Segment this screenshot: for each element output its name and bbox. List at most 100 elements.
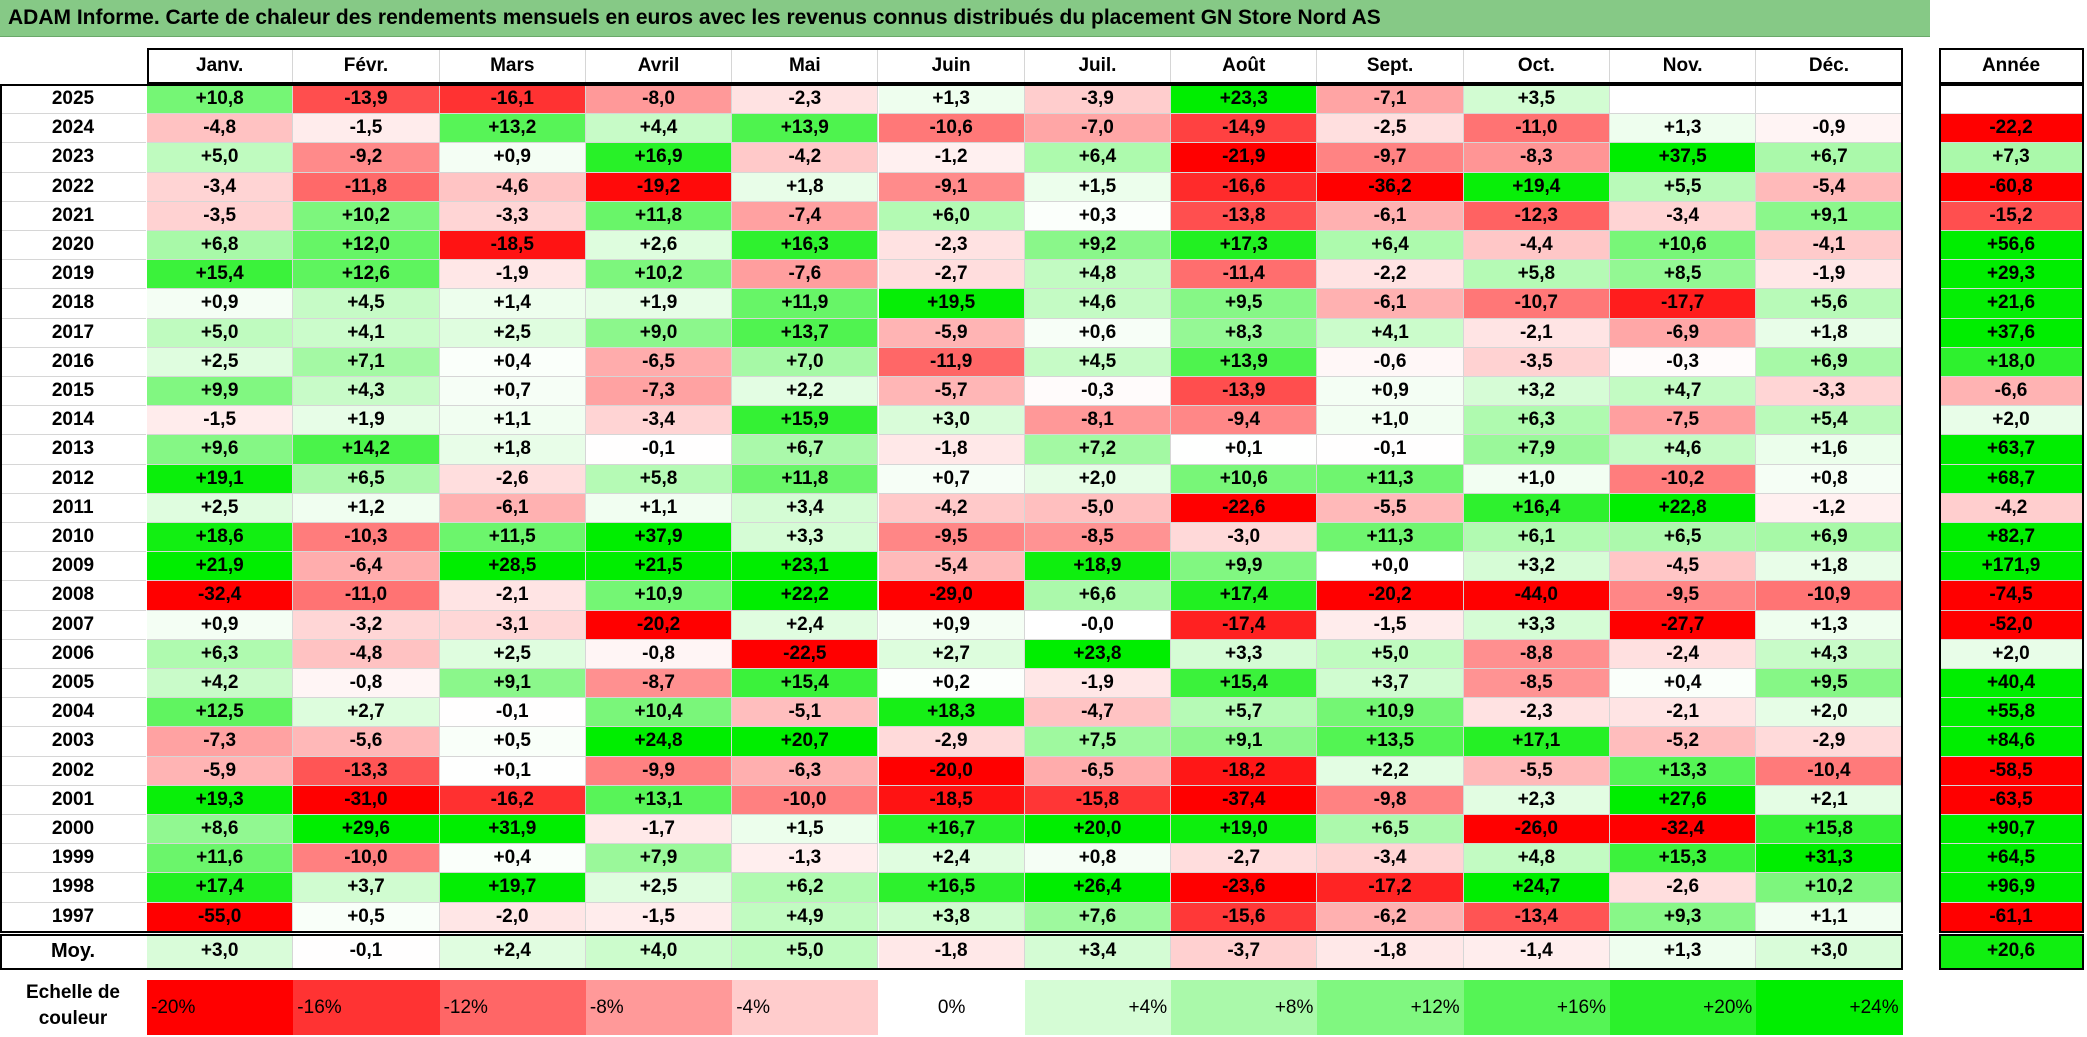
heatmap-cell: +5,8 — [585, 464, 733, 494]
heatmap-cell: +4,6 — [1610, 435, 1757, 465]
heatmap-cell: -3,1 — [439, 610, 586, 640]
heatmap-cell: +5,0 — [1317, 639, 1464, 669]
year-total-cell: +37,6 — [1939, 318, 2084, 348]
row-year-label: 2003 — [0, 727, 146, 757]
month-header: Oct. — [1463, 48, 1610, 84]
heatmap-cell: +4,3 — [1756, 639, 1903, 669]
heatmap-cell: +37,5 — [1610, 143, 1757, 173]
month-header: Nov. — [1610, 48, 1757, 84]
heatmap-cell: -3,4 — [1317, 844, 1464, 874]
heatmap-cell: +6,4 — [1317, 231, 1464, 261]
heatmap-cell: -6,5 — [585, 347, 733, 377]
heatmap-cell: +26,4 — [1024, 873, 1172, 903]
heatmap-cell: -9,5 — [1610, 581, 1757, 611]
heatmap-cell: -18,5 — [439, 231, 586, 261]
heatmap-cell: +15,3 — [1610, 844, 1757, 874]
heatmap-cell: -7,6 — [732, 260, 879, 290]
heatmap-cell: +4,1 — [1317, 318, 1464, 348]
heatmap-cell: +15,4 — [147, 260, 294, 290]
month-header: Sept. — [1317, 48, 1464, 84]
heatmap-cell: -31,0 — [293, 785, 440, 815]
heatmap-cell: +8,6 — [147, 815, 294, 845]
year-total-cell: -22,2 — [1939, 114, 2084, 144]
heatmap-cell: +5,8 — [1463, 260, 1610, 290]
heatmap-cell: -0,1 — [585, 435, 733, 465]
average-cell: -1,8 — [1317, 933, 1464, 970]
heatmap-cell: -3,5 — [147, 201, 294, 231]
heatmap-cell: -7,5 — [1610, 406, 1757, 436]
heatmap-cell — [1756, 85, 1903, 115]
heatmap-cell: +6,7 — [732, 435, 879, 465]
heatmap-cell: -16,1 — [439, 85, 586, 115]
heatmap-cell: +3,7 — [293, 873, 440, 903]
heatmap-cell: +15,8 — [1756, 815, 1903, 845]
heatmap-cell: -9,9 — [585, 756, 733, 786]
row-year-label: 1997 — [0, 903, 146, 932]
heatmap-cell: -3,9 — [1024, 85, 1172, 115]
heatmap-cell: -2,5 — [1317, 114, 1464, 144]
heatmap-cell: +10,9 — [585, 581, 733, 611]
heatmap-cell: +1,9 — [293, 406, 440, 436]
heatmap-cell: +2,0 — [1756, 698, 1903, 728]
heatmap-cell: +6,5 — [1610, 523, 1757, 553]
month-header: Avril — [585, 48, 733, 84]
year-total-cell: +64,5 — [1939, 844, 2084, 874]
heatmap-cell: +0,9 — [1317, 377, 1464, 407]
heatmap-cell: +9,2 — [1024, 231, 1172, 261]
heatmap-cell: +10,8 — [147, 85, 294, 115]
heatmap-cell: +21,9 — [147, 552, 294, 582]
heatmap-cell: +0,9 — [147, 610, 294, 640]
row-year-label: 2000 — [0, 815, 146, 845]
heatmap-cell: -2,2 — [1317, 260, 1464, 290]
color-scale-swatch: +16% — [1463, 980, 1610, 1035]
heatmap-cell: +19,0 — [1171, 815, 1318, 845]
average-cell: -0,1 — [293, 933, 440, 970]
heatmap-cell: +3,7 — [1317, 669, 1464, 699]
average-cell: -1,8 — [878, 933, 1025, 970]
heatmap-cell: +22,8 — [1610, 493, 1757, 523]
heatmap-cell: +3,3 — [1171, 639, 1318, 669]
year-total-cell: +68,7 — [1939, 464, 2084, 494]
average-cell: +3,0 — [1756, 933, 1903, 970]
year-total-cell: +29,3 — [1939, 260, 2084, 290]
heatmap-cell: +18,9 — [1024, 552, 1172, 582]
heatmap-cell: +3,3 — [732, 523, 879, 553]
heatmap-cell: -15,8 — [1024, 785, 1172, 815]
row-year-label: 1999 — [0, 844, 146, 874]
year-total-cell: +56,6 — [1939, 231, 2084, 261]
heatmap-cell: -5,6 — [293, 727, 440, 757]
heatmap-cell: -18,5 — [878, 785, 1025, 815]
heatmap-cell: -3,0 — [1171, 523, 1318, 553]
row-year-label: 2006 — [0, 640, 146, 669]
heatmap-cell: +1,2 — [293, 493, 440, 523]
heatmap-cell: -4,2 — [732, 143, 879, 173]
heatmap-cell: +6,5 — [1317, 815, 1464, 845]
color-scale-swatch: -20% — [147, 980, 294, 1035]
heatmap-cell: +2,5 — [147, 347, 294, 377]
heatmap-cell: -5,0 — [1024, 493, 1172, 523]
heatmap-cell: -4,8 — [293, 639, 440, 669]
heatmap-cell: +4,9 — [732, 902, 879, 932]
heatmap-cell: +2,5 — [585, 873, 733, 903]
heatmap-cell: -21,9 — [1171, 143, 1318, 173]
heatmap-cell: -17,2 — [1317, 873, 1464, 903]
heatmap-cell: -4,5 — [1610, 552, 1757, 582]
color-scale-swatch: +20% — [1610, 980, 1757, 1035]
heatmap-cell: -5,7 — [878, 377, 1025, 407]
heatmap-cell: -2,1 — [1610, 698, 1757, 728]
heatmap-cell: +13,1 — [585, 785, 733, 815]
heatmap-cell: -8,1 — [1024, 406, 1172, 436]
heatmap-cell: +6,7 — [1756, 143, 1903, 173]
heatmap-cell: -9,1 — [878, 172, 1025, 202]
heatmap-cell: -11,8 — [293, 172, 440, 202]
heatmap-cell: +9,9 — [147, 377, 294, 407]
heatmap-cell: +3,2 — [1463, 552, 1610, 582]
heatmap-cell: +2,2 — [1317, 756, 1464, 786]
heatmap-cell: +4,8 — [1463, 844, 1610, 874]
color-scale-swatch: 0% — [878, 980, 1025, 1035]
heatmap-cell: -17,4 — [1171, 610, 1318, 640]
color-scale-swatch: +8% — [1171, 980, 1318, 1035]
heatmap-cell: -37,4 — [1171, 785, 1318, 815]
heatmap-cell: +5,7 — [1171, 698, 1318, 728]
heatmap-cell: +4,5 — [293, 289, 440, 319]
